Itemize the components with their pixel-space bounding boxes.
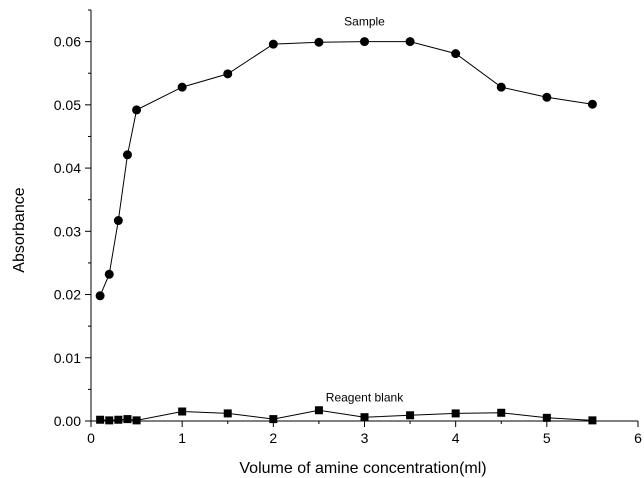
data-point-square bbox=[223, 409, 232, 418]
data-point-circle bbox=[268, 39, 278, 49]
data-point-circle bbox=[177, 82, 187, 92]
series-label-sample: Sample bbox=[344, 15, 385, 29]
y-tick-label: 0.01 bbox=[54, 350, 81, 366]
series-line-sample bbox=[99, 41, 593, 296]
data-point-square bbox=[96, 415, 105, 424]
data-point-square bbox=[360, 413, 369, 422]
data-point-circle bbox=[95, 291, 105, 301]
data-point-circle bbox=[451, 49, 461, 59]
data-point-square bbox=[542, 413, 551, 422]
series-label-reagent-blank: Reagent blank bbox=[326, 390, 404, 404]
y-tick-label: 0.00 bbox=[54, 413, 81, 429]
x-tick-label: 3 bbox=[361, 430, 369, 446]
y-tick-label: 0.05 bbox=[54, 97, 81, 113]
data-point-square bbox=[269, 415, 278, 424]
data-point-square bbox=[105, 416, 114, 425]
data-point-circle bbox=[360, 37, 369, 47]
data-point-circle bbox=[405, 37, 415, 47]
x-tick-label: 4 bbox=[452, 430, 460, 446]
data-point-circle bbox=[542, 92, 552, 102]
x-tick-label: 1 bbox=[178, 430, 186, 446]
data-point-square bbox=[123, 415, 132, 424]
series-line-reagent-blank bbox=[100, 409, 593, 421]
data-point-circle bbox=[587, 99, 597, 109]
data-point-square bbox=[451, 409, 460, 418]
series-layer: Sample Reagent blank bbox=[95, 15, 597, 425]
data-point-circle bbox=[314, 37, 324, 47]
y-axis-label: Absorbance bbox=[11, 187, 28, 272]
y-tick-label: 0.04 bbox=[54, 160, 81, 176]
data-point-circle bbox=[104, 269, 114, 279]
y-tick-label: 0.02 bbox=[54, 287, 81, 303]
data-point-circle bbox=[122, 150, 132, 160]
data-point-circle bbox=[223, 69, 233, 79]
data-point-square bbox=[114, 415, 123, 424]
data-point-square bbox=[406, 411, 415, 420]
x-tick-label: 6 bbox=[634, 430, 642, 446]
axes: 0 1 2 3 4 5 6 0.00 0.01 0.02 0.03 0.04 0.05 0.06 bbox=[54, 9, 642, 446]
data-point-circle bbox=[496, 82, 506, 92]
data-point-circle bbox=[132, 105, 142, 115]
y-tick-label: 0.06 bbox=[54, 34, 81, 50]
y-tick-label: 0.03 bbox=[54, 223, 81, 239]
x-tick-label: 0 bbox=[87, 430, 95, 446]
data-point-square bbox=[497, 408, 506, 417]
x-axis-label: Volume of amine concentration(ml) bbox=[239, 460, 486, 477]
x-tick-label: 2 bbox=[269, 430, 277, 446]
data-point-square bbox=[132, 416, 141, 425]
data-point-circle bbox=[113, 216, 123, 226]
data-point-square bbox=[178, 407, 187, 416]
data-point-square bbox=[314, 406, 323, 415]
x-tick-label: 5 bbox=[543, 430, 551, 446]
data-point-square bbox=[588, 416, 597, 425]
